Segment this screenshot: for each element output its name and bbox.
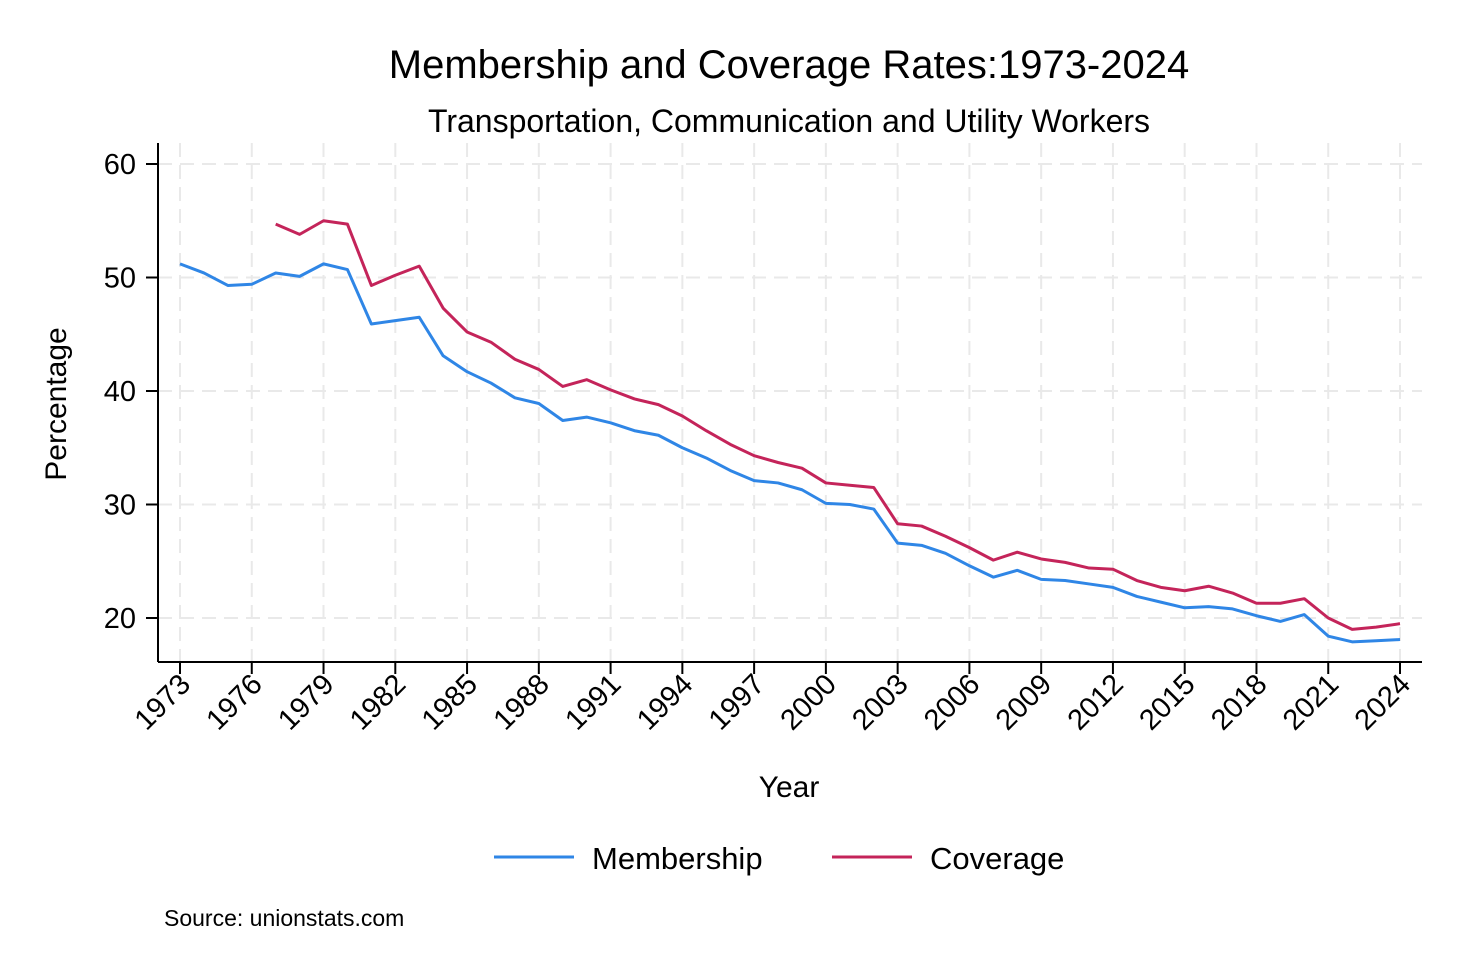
x-tick-label: 1985	[416, 668, 484, 736]
legend: Membership Coverage	[494, 841, 1064, 876]
x-tick-label: 1973	[129, 668, 197, 736]
series-line-membership	[179, 262, 1401, 644]
x-tick-label: 2021	[1277, 668, 1345, 736]
x-tick-label: 1991	[559, 668, 627, 736]
x-tick-label: 2006	[918, 668, 986, 736]
x-tick-label: 2015	[1133, 668, 1201, 736]
x-tick-label: 1997	[703, 668, 771, 736]
x-tick-label: 1982	[344, 668, 412, 736]
x-tick-label: 2024	[1349, 668, 1417, 736]
x-tick-label: 2000	[775, 668, 843, 736]
legend-label-coverage: Coverage	[930, 841, 1064, 876]
x-tick-label: 1994	[631, 668, 699, 736]
x-tick-label: 2003	[846, 668, 914, 736]
y-axis-label: Percentage	[40, 327, 73, 480]
legend-label-membership: Membership	[592, 841, 763, 876]
y-tick-label: 60	[104, 149, 136, 181]
series-line-coverage	[275, 219, 1401, 631]
chart-title: Membership and Coverage Rates:1973-2024	[389, 43, 1190, 87]
series-lines	[179, 219, 1401, 644]
x-tick-label: 2009	[990, 668, 1058, 736]
gridlines	[158, 143, 1422, 662]
x-tick-label: 1976	[200, 668, 268, 736]
axes	[146, 143, 1422, 674]
x-tick-label: 2012	[1062, 668, 1130, 736]
chart-subtitle: Transportation, Communication and Utilit…	[428, 103, 1150, 139]
x-tick-label: 2018	[1205, 668, 1273, 736]
x-tick-label: 1979	[272, 668, 340, 736]
x-tick-label: 1988	[488, 668, 556, 736]
y-tick-label: 30	[104, 490, 136, 522]
y-tick-label: 50	[104, 263, 136, 295]
x-axis-label: Year	[759, 771, 820, 804]
y-tick-label: 40	[104, 376, 136, 408]
source-note: Source: unionstats.com	[164, 905, 404, 931]
y-tick-label: 20	[104, 603, 136, 635]
